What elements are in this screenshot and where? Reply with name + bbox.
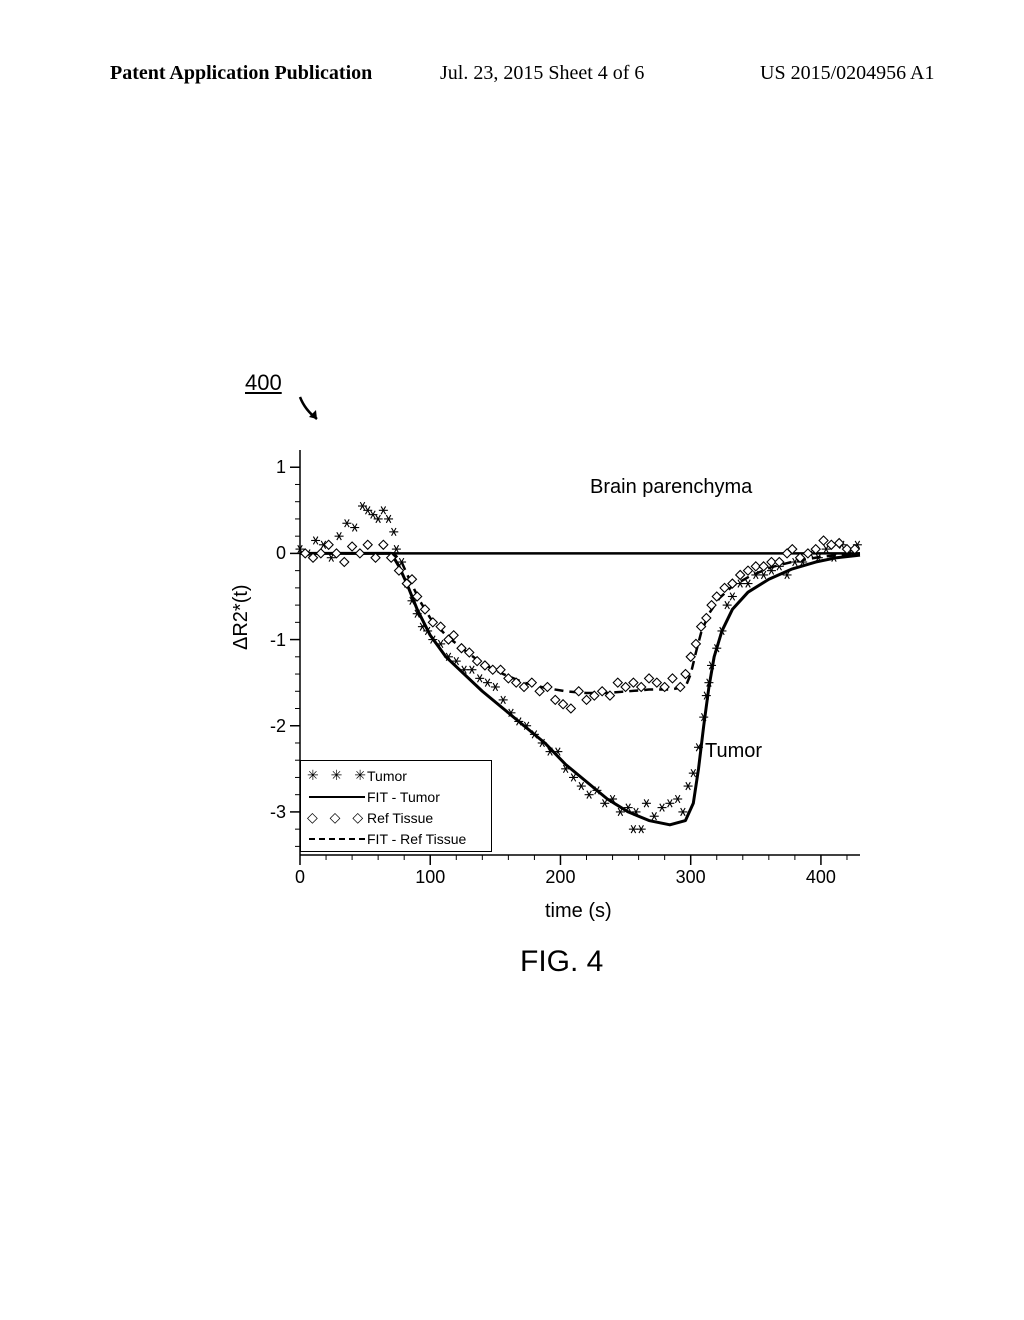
- figure-4: 400 ΔR2*(t) Brain parenchyma Tumor ✳ ✳ ✳…: [150, 370, 890, 930]
- dashed-line-icon: [307, 828, 367, 849]
- asterisk-icon: ✳ ✳ ✳: [307, 767, 367, 784]
- legend-row-fit-tumor: FIT - Tumor: [307, 786, 485, 807]
- y-tick-label: 1: [256, 457, 286, 478]
- legend: ✳ ✳ ✳ Tumor FIT - Tumor ◇ ◇ ◇ Ref Tissue…: [300, 760, 492, 852]
- diamond-icon: ◇ ◇ ◇: [307, 809, 367, 826]
- x-tick-label: 200: [540, 867, 580, 888]
- figure-reference-number: 400: [245, 370, 282, 396]
- y-tick-label: -2: [256, 716, 286, 737]
- y-tick-label: -1: [256, 630, 286, 651]
- y-axis-label: ΔR2*(t): [230, 584, 253, 650]
- x-tick-label: 400: [801, 867, 841, 888]
- x-axis-label: time (s): [545, 900, 612, 923]
- legend-label: Ref Tissue: [367, 810, 433, 826]
- annotation-brain-parenchyma: Brain parenchyma: [590, 476, 752, 499]
- header-left: Patent Application Publication: [110, 62, 372, 85]
- legend-row-fit-ref: FIT - Ref Tissue: [307, 828, 485, 849]
- header-mid: Jul. 23, 2015 Sheet 4 of 6: [440, 62, 644, 85]
- legend-label: FIT - Ref Tissue: [367, 831, 466, 847]
- solid-line-icon: [307, 786, 367, 807]
- legend-label: FIT - Tumor: [367, 789, 440, 805]
- x-tick-label: 0: [280, 867, 320, 888]
- y-tick-label: 0: [256, 543, 286, 564]
- annotation-tumor: Tumor: [705, 740, 762, 763]
- legend-label: Tumor: [367, 768, 407, 784]
- header-right: US 2015/0204956 A1: [760, 62, 934, 85]
- x-tick-label: 100: [410, 867, 450, 888]
- figure-caption: FIG. 4: [520, 945, 603, 979]
- y-tick-label: -3: [256, 802, 286, 823]
- x-tick-label: 300: [671, 867, 711, 888]
- reference-arrow-icon: [295, 392, 335, 432]
- legend-row-ref: ◇ ◇ ◇ Ref Tissue: [307, 807, 485, 828]
- legend-row-tumor: ✳ ✳ ✳ Tumor: [307, 765, 485, 786]
